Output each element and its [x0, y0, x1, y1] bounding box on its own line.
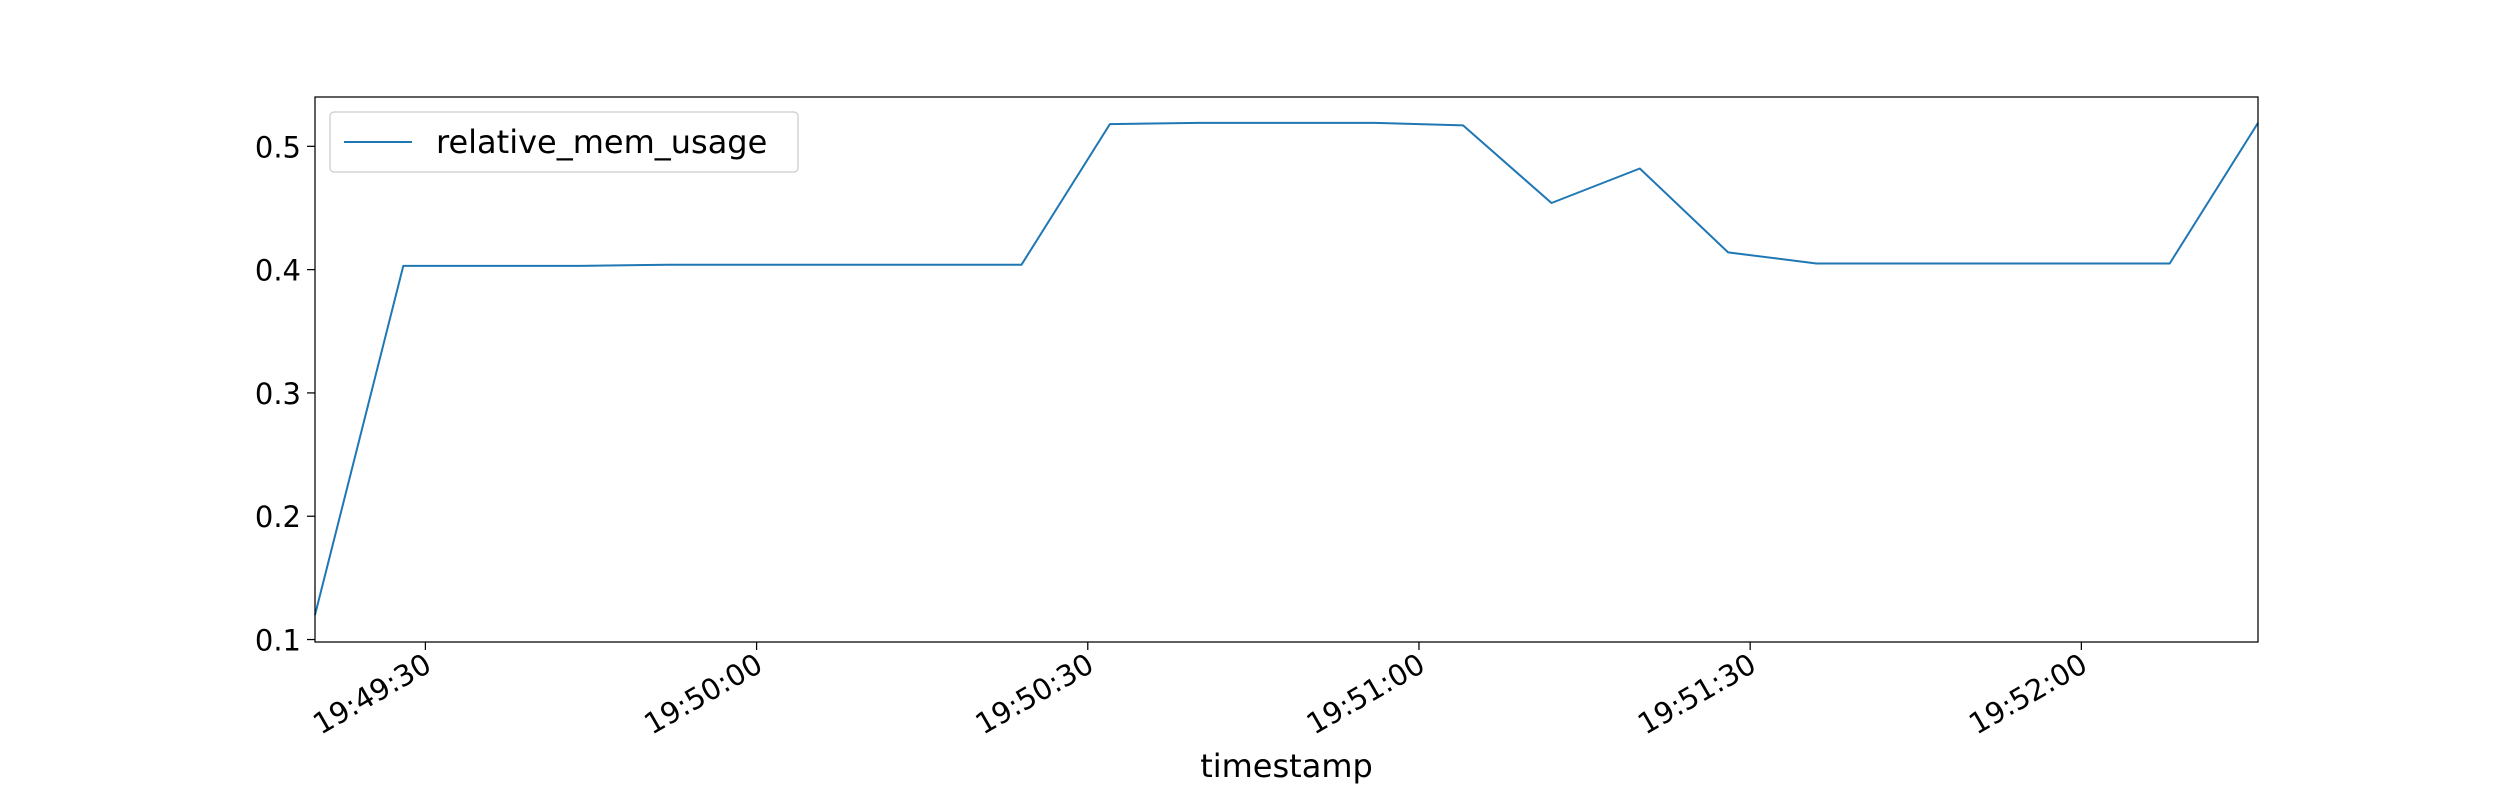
y-tick-label: 0.3: [255, 377, 301, 411]
y-tick-label: 0.1: [255, 624, 301, 658]
y-tick-label: 0.2: [255, 500, 301, 534]
plot-frame: [314, 96, 2259, 643]
y-tick-label: 0.5: [255, 130, 301, 164]
y-axis: 0.1 0.2 0.3 0.4 0.5: [255, 130, 315, 658]
y-tick-label: 0.4: [255, 254, 301, 288]
legend-box: [329, 111, 799, 173]
x-axis-title: timestamp: [1200, 747, 1373, 785]
series-layer: [314, 121, 2259, 616]
legend: relative_mem_usage: [329, 111, 799, 173]
series-line-relative_mem_usage: [314, 121, 2259, 616]
legend-label: relative_mem_usage: [436, 123, 767, 161]
